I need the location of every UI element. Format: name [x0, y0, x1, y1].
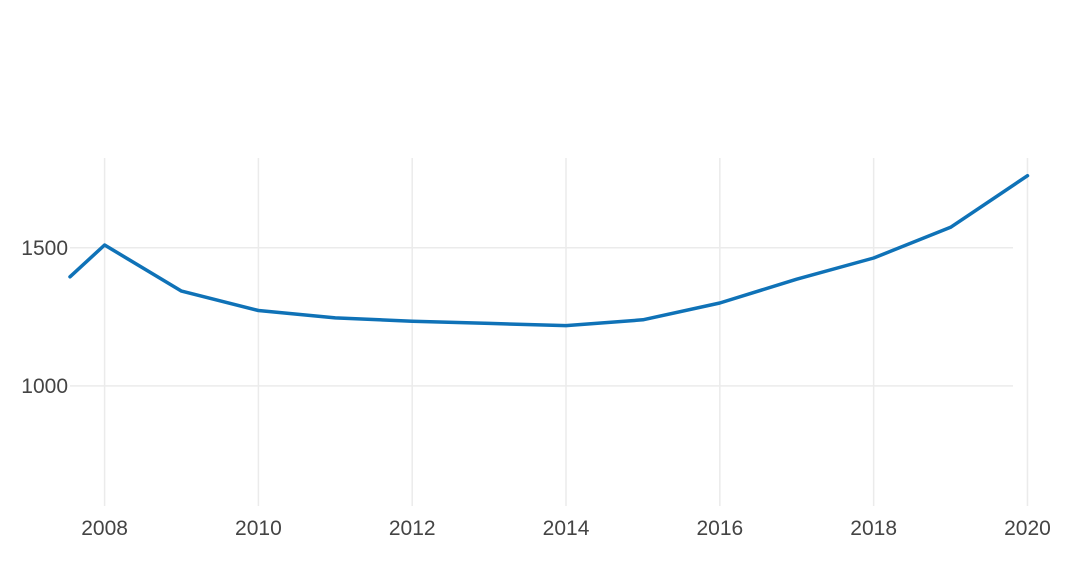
x-gridlines [103, 158, 1029, 506]
x-axis-ticks: 2008 2010 2012 2014 2016 2018 2020 [81, 517, 1051, 540]
data-point-2008[interactable] [100, 240, 110, 250]
data-point-2017[interactable] [792, 274, 802, 284]
data-point-2014[interactable] [561, 321, 571, 331]
data-point-2013[interactable] [484, 318, 494, 328]
data-point-2018[interactable] [869, 253, 879, 263]
data-point-2010[interactable] [253, 305, 263, 315]
data-point-2020[interactable] [1022, 171, 1032, 181]
x-tick-label: 2020 [1004, 517, 1051, 540]
data-point-2011[interactable] [330, 313, 340, 323]
x-tick-label: 2018 [850, 517, 897, 540]
x-tick-label: 2012 [389, 517, 436, 540]
x-tick-label: 2010 [235, 517, 282, 540]
series-layer [65, 171, 1032, 331]
data-point-2009[interactable] [177, 286, 187, 296]
data-point-2016[interactable] [715, 298, 725, 308]
data-point-2012[interactable] [407, 316, 417, 326]
data-point-2019[interactable] [946, 222, 956, 232]
x-tick-label: 2014 [543, 517, 590, 540]
series-line-0 [68, 173, 1030, 328]
data-point-2007.55[interactable] [65, 272, 75, 282]
x-tick-label: 2008 [81, 517, 128, 540]
x-tick-label: 2016 [696, 517, 743, 540]
data-point-2015[interactable] [638, 315, 648, 325]
y-axis-ticks: 1000 1500 [21, 237, 68, 398]
y-tick-label: 1000 [21, 375, 68, 398]
y-gridlines [70, 247, 1013, 387]
y-tick-label: 1500 [21, 237, 68, 260]
